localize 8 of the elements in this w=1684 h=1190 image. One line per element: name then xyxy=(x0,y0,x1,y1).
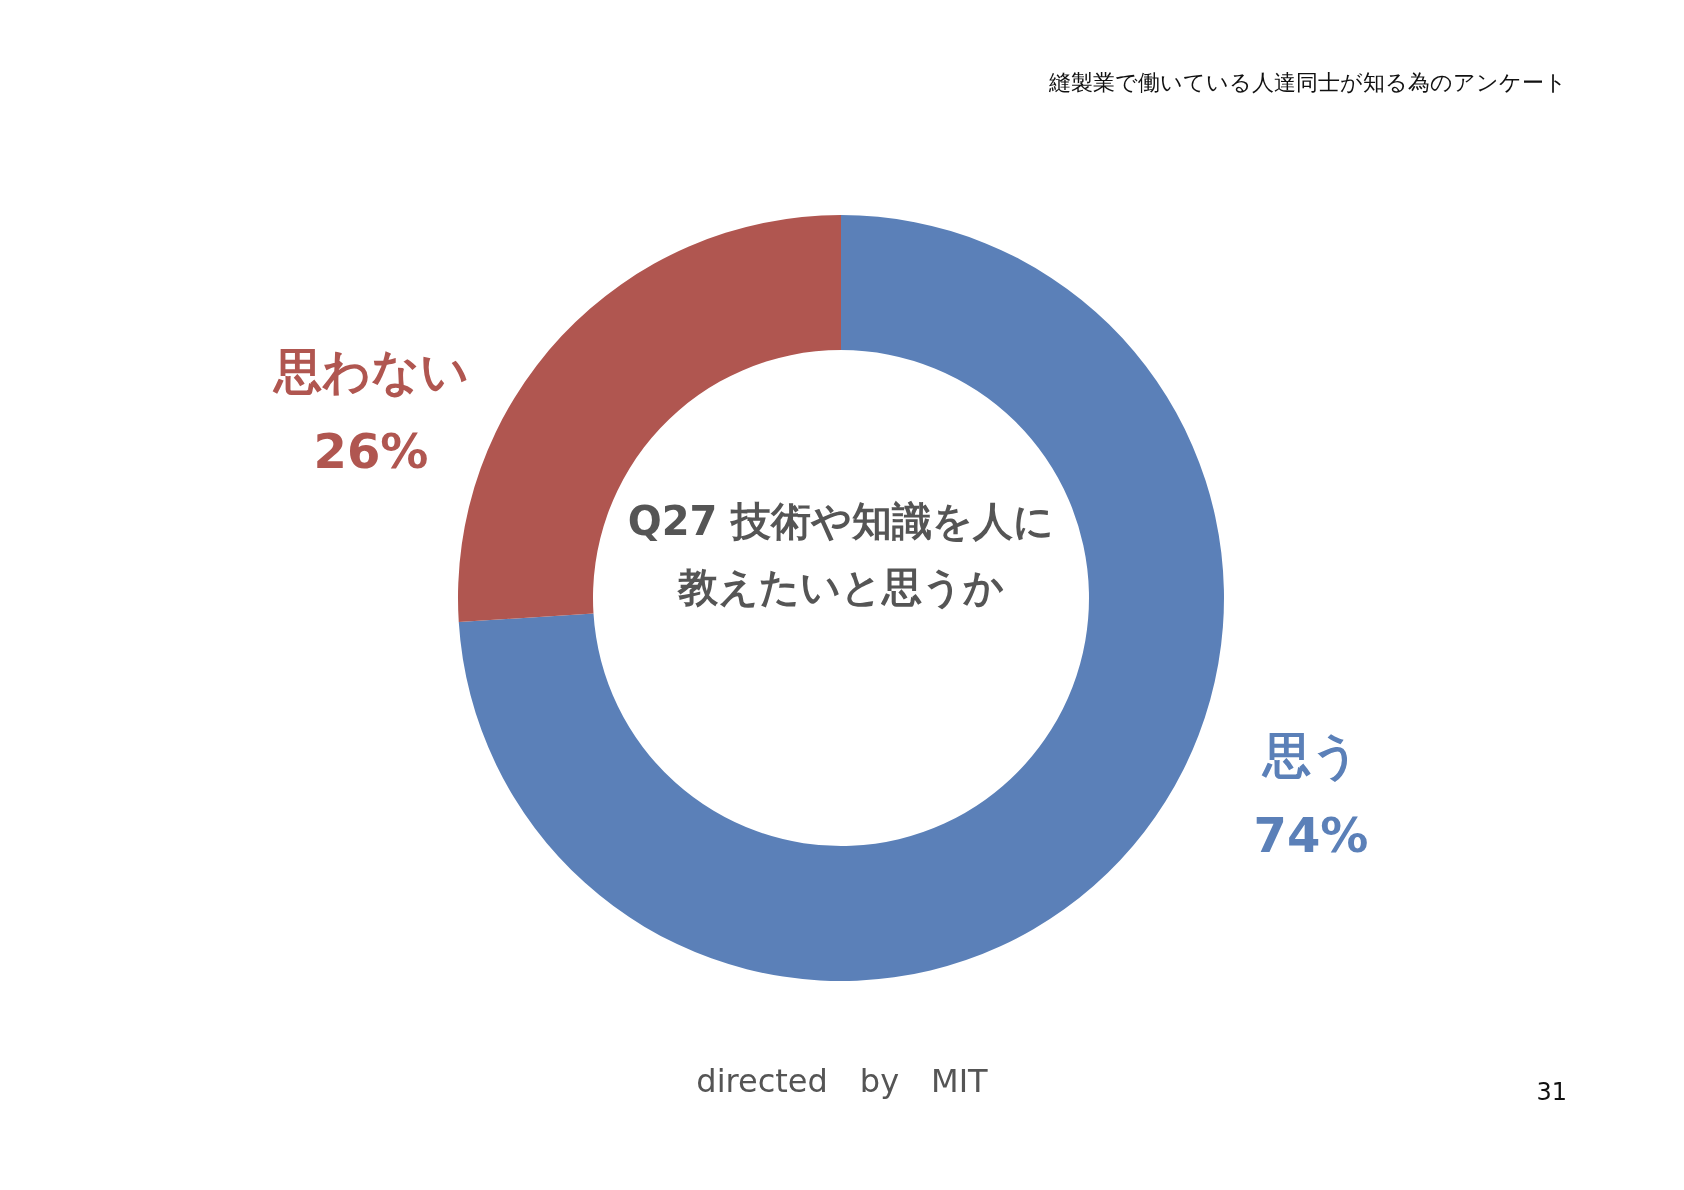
text: directed by MIT xyxy=(696,1062,988,1100)
text: 31 xyxy=(1536,1078,1567,1106)
text: Q27 技術や知識を人に教えたいと思うか xyxy=(626,497,1056,612)
data-label: 74% xyxy=(1252,805,1370,865)
slice-label: 思わない xyxy=(272,342,470,402)
data-label: 26% xyxy=(312,422,430,482)
slice-label: 思う xyxy=(1261,725,1361,785)
text: 縫製業で働いている人達同士が知る為のアンケート xyxy=(1049,69,1567,97)
